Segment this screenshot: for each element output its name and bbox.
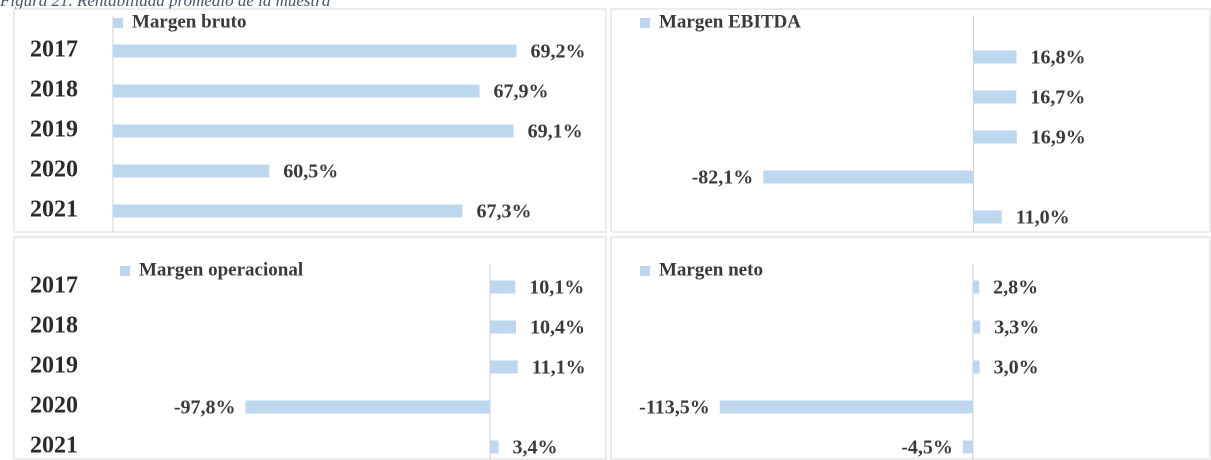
bar bbox=[113, 84, 480, 98]
bar bbox=[245, 400, 490, 414]
data-label: 60,5% bbox=[283, 161, 338, 183]
panel-border bbox=[13, 236, 607, 460]
legend-label: Margen neto bbox=[659, 259, 763, 280]
data-label: 67,9% bbox=[494, 81, 549, 103]
bar bbox=[490, 320, 516, 334]
legend-swatch bbox=[640, 18, 650, 28]
legend-swatch bbox=[640, 266, 650, 276]
data-label: 16,9% bbox=[1031, 127, 1086, 149]
data-label: 11,0% bbox=[1016, 207, 1070, 229]
category-label: 2019 bbox=[30, 353, 78, 379]
bar bbox=[962, 440, 973, 454]
data-label: 2,8% bbox=[993, 277, 1038, 299]
bar bbox=[973, 210, 1002, 224]
data-label: 10,1% bbox=[529, 277, 584, 299]
data-label: 3,0% bbox=[994, 357, 1039, 379]
bar bbox=[973, 50, 1017, 64]
legend-swatch bbox=[120, 266, 130, 276]
bar bbox=[972, 320, 981, 334]
bar bbox=[972, 360, 980, 374]
legend-label: Margen operacional bbox=[139, 259, 303, 280]
category-label: 2019 bbox=[30, 117, 78, 143]
panel-border bbox=[13, 8, 607, 233]
bar bbox=[113, 124, 514, 138]
bar bbox=[763, 170, 974, 184]
data-label: 69,1% bbox=[528, 121, 583, 143]
data-label: 10,4% bbox=[530, 317, 585, 339]
legend-label: Margen EBITDA bbox=[659, 11, 801, 32]
data-label: 67,3% bbox=[476, 201, 531, 223]
data-label: 3,3% bbox=[994, 317, 1039, 339]
category-label: 2020 bbox=[30, 393, 78, 419]
bar bbox=[490, 440, 499, 454]
bar bbox=[719, 400, 973, 414]
bar bbox=[973, 130, 1017, 144]
category-label: 2021 bbox=[30, 197, 78, 223]
data-label: -97,8% bbox=[174, 397, 236, 419]
category-label: 2018 bbox=[30, 77, 78, 103]
legend-label: Margen bruto bbox=[132, 11, 247, 32]
category-label: 2020 bbox=[30, 157, 78, 183]
bar bbox=[972, 280, 980, 294]
category-label: 2017 bbox=[30, 37, 78, 63]
data-label: -113,5% bbox=[639, 397, 710, 419]
panel-border bbox=[610, 236, 1211, 460]
category-label: 2017 bbox=[30, 273, 78, 299]
data-label: -82,1% bbox=[692, 167, 754, 189]
data-label: 16,8% bbox=[1031, 47, 1086, 69]
data-label: 3,4% bbox=[513, 437, 558, 459]
data-label: 69,2% bbox=[530, 41, 585, 63]
bar bbox=[113, 44, 517, 58]
data-label: 11,1% bbox=[532, 357, 586, 379]
category-label: 2021 bbox=[30, 433, 78, 459]
legend-swatch bbox=[113, 18, 123, 28]
bar bbox=[490, 360, 518, 374]
bar bbox=[113, 204, 463, 218]
caption: Figura 21. Rentabilidad promedio de la m… bbox=[0, 0, 330, 10]
bar bbox=[113, 164, 270, 178]
bar bbox=[973, 90, 1017, 104]
category-label: 2018 bbox=[30, 313, 78, 339]
data-label: 16,7% bbox=[1030, 87, 1085, 109]
panel-border bbox=[610, 8, 1211, 233]
data-label: -4,5% bbox=[901, 437, 953, 459]
bar bbox=[490, 280, 516, 294]
